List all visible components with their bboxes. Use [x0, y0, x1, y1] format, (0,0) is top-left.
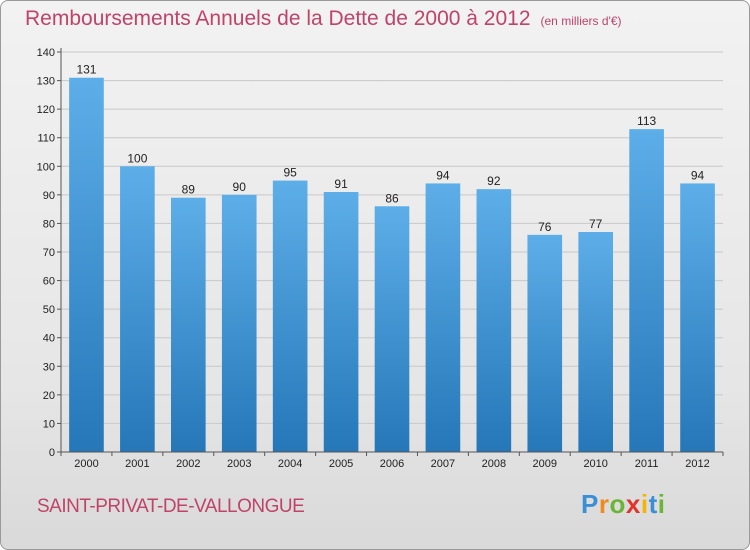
y-tick-label: 50 — [43, 304, 55, 316]
logo-letter: P — [581, 489, 599, 519]
bar-2005 — [323, 192, 359, 452]
data-label-2002: 89 — [182, 183, 196, 197]
bar-2011 — [629, 129, 664, 452]
y-tick-label: 30 — [43, 361, 55, 373]
bar-chart: 0 10 20 30 40 50 60 70 80 90 100 110 120 130 140 131 10… — [37, 47, 724, 470]
x-tick-label-2002: 2002 — [176, 458, 200, 470]
bar-2000 — [69, 77, 104, 452]
y-tick-label: 70 — [43, 247, 55, 259]
x-tick-label-2006: 2006 — [380, 458, 404, 470]
x-tick-label-2011: 2011 — [635, 458, 659, 470]
bar-2004 — [272, 180, 308, 453]
bar-2010 — [578, 232, 614, 452]
y-tick-label: 100 — [37, 161, 55, 173]
x-tick-label-2001: 2001 — [125, 458, 149, 470]
data-label-2000: 131 — [76, 63, 96, 77]
logo-letter: x — [625, 489, 641, 519]
x-tick-label-2008: 2008 — [482, 458, 506, 470]
x-tick-label-2009: 2009 — [533, 458, 557, 470]
data-label-2010: 77 — [589, 217, 603, 231]
y-tick-label: 60 — [43, 276, 55, 288]
y-tick-label: 110 — [37, 133, 55, 145]
logo-letter: i — [657, 489, 666, 519]
x-tick-label-2003: 2003 — [227, 458, 251, 470]
data-label-2005: 91 — [334, 177, 348, 191]
data-label-2001: 100 — [127, 151, 147, 165]
bar-2007 — [425, 183, 461, 452]
commune-name: SAINT-PRIVAT-DE-VALLONGUE — [37, 496, 305, 517]
y-tick-label: 80 — [43, 218, 55, 230]
bar-2008 — [476, 189, 512, 452]
bar-2012 — [680, 183, 715, 452]
x-tick-label-2012: 2012 — [685, 458, 709, 470]
y-tick-label: 0 — [49, 447, 55, 459]
data-label-2006: 86 — [385, 191, 399, 205]
y-tick-label: 130 — [37, 76, 55, 88]
bar-2002 — [170, 197, 206, 452]
data-label-2011: 113 — [637, 114, 656, 128]
bar-2003 — [221, 194, 257, 452]
data-label-2004: 95 — [283, 166, 297, 180]
x-tick-label-2004: 2004 — [278, 458, 302, 470]
y-tick-label: 90 — [43, 190, 55, 202]
bar-2001 — [120, 166, 155, 453]
y-tick-label: 10 — [43, 418, 55, 430]
bar-2009 — [527, 234, 563, 452]
title-text: Remboursements Annuels de la Dette de 20… — [25, 7, 531, 30]
bars — [69, 77, 715, 453]
logo-letter: o — [609, 489, 626, 519]
y-axis-ticks: 0 10 20 30 40 50 60 70 80 90 100 110 120 130 140 — [37, 47, 61, 459]
title-unit: (en milliers d'€) — [540, 14, 622, 28]
x-tick-label-2010: 2010 — [583, 458, 607, 470]
y-tick-label: 120 — [37, 104, 55, 116]
data-label-2009: 76 — [538, 220, 552, 234]
data-label-2008: 92 — [487, 174, 501, 188]
chart-title: Remboursements Annuels de la Dette de 20… — [25, 7, 622, 31]
data-label-2007: 94 — [436, 168, 450, 182]
data-label-2012: 94 — [691, 168, 705, 182]
logo-letter: i — [640, 489, 649, 519]
bar-2006 — [374, 206, 410, 452]
y-tick-label: 40 — [43, 333, 55, 345]
y-tick-label: 140 — [37, 47, 55, 59]
data-labels: 131 100 89 90 95 91 86 94 92 76 77 113 94 — [76, 63, 704, 234]
logo-letter: r — [598, 489, 610, 519]
proxiti-logo: Proxiti — [581, 489, 665, 520]
x-tick-label-2000: 2000 — [74, 458, 98, 470]
x-tick-label-2007: 2007 — [431, 458, 455, 470]
y-tick-label: 20 — [43, 390, 55, 402]
x-axis-ticks: 2000 2001 2002 2003 2004 2005 2006 2007 2008 2009… — [60, 452, 724, 470]
data-label-2003: 90 — [233, 180, 247, 194]
logo-letter: t — [648, 489, 658, 519]
x-tick-label-2005: 2005 — [329, 458, 353, 470]
